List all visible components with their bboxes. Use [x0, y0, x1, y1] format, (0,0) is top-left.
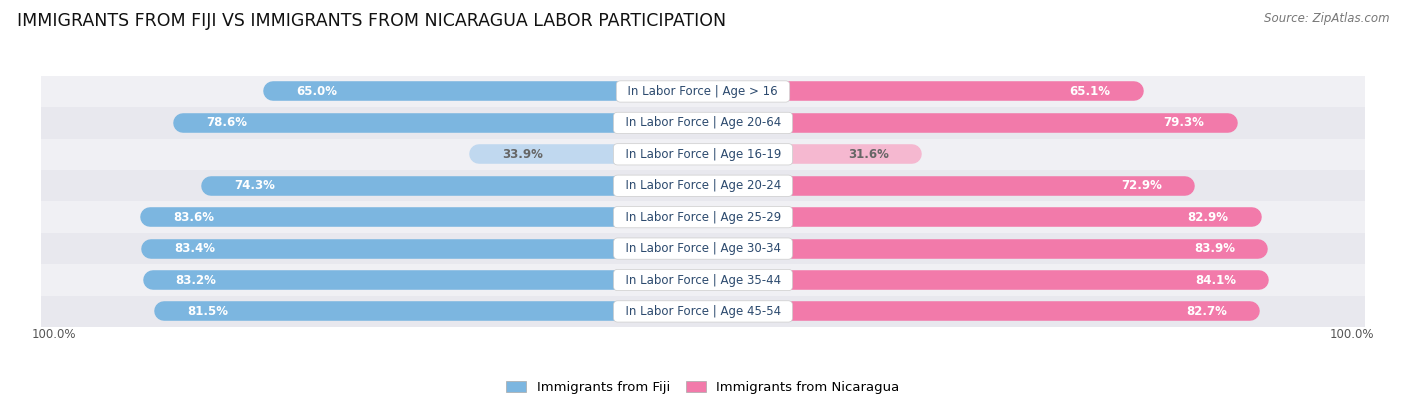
Text: 65.1%: 65.1%	[1070, 85, 1111, 98]
Text: In Labor Force | Age 20-64: In Labor Force | Age 20-64	[617, 117, 789, 130]
Text: 83.4%: 83.4%	[174, 242, 215, 255]
Bar	[41, 201, 1365, 233]
Text: In Labor Force | Age 35-44: In Labor Force | Age 35-44	[617, 273, 789, 286]
Text: 81.5%: 81.5%	[187, 305, 228, 318]
Text: 65.0%: 65.0%	[297, 85, 337, 98]
Text: 83.9%: 83.9%	[1194, 242, 1234, 255]
Text: In Labor Force | Age 45-54: In Labor Force | Age 45-54	[617, 305, 789, 318]
Text: In Labor Force | Age > 16: In Labor Force | Age > 16	[620, 85, 786, 98]
Text: 31.6%: 31.6%	[848, 148, 889, 161]
Bar	[41, 170, 1365, 201]
Bar	[41, 139, 1365, 170]
Bar	[41, 107, 1365, 139]
Text: In Labor Force | Age 20-24: In Labor Force | Age 20-24	[617, 179, 789, 192]
Text: 74.3%: 74.3%	[235, 179, 276, 192]
Text: IMMIGRANTS FROM FIJI VS IMMIGRANTS FROM NICARAGUA LABOR PARTICIPATION: IMMIGRANTS FROM FIJI VS IMMIGRANTS FROM …	[17, 12, 725, 30]
Bar	[41, 76, 1365, 107]
Text: Source: ZipAtlas.com: Source: ZipAtlas.com	[1264, 12, 1389, 25]
Text: 84.1%: 84.1%	[1195, 273, 1236, 286]
Text: 82.9%: 82.9%	[1187, 211, 1229, 224]
Legend: Immigrants from Fiji, Immigrants from Nicaragua: Immigrants from Fiji, Immigrants from Ni…	[506, 380, 900, 394]
Text: 83.6%: 83.6%	[173, 211, 214, 224]
Bar	[41, 264, 1365, 296]
Text: 100.0%: 100.0%	[1330, 329, 1375, 342]
Text: 72.9%: 72.9%	[1122, 179, 1163, 192]
Text: In Labor Force | Age 25-29: In Labor Force | Age 25-29	[617, 211, 789, 224]
Text: In Labor Force | Age 16-19: In Labor Force | Age 16-19	[617, 148, 789, 161]
Bar	[41, 233, 1365, 264]
Text: 83.2%: 83.2%	[176, 273, 217, 286]
Text: 100.0%: 100.0%	[31, 329, 76, 342]
Text: 79.3%: 79.3%	[1164, 117, 1205, 130]
Text: 78.6%: 78.6%	[207, 117, 247, 130]
Text: 82.7%: 82.7%	[1187, 305, 1227, 318]
Bar	[41, 296, 1365, 327]
Text: 33.9%: 33.9%	[502, 148, 543, 161]
Text: In Labor Force | Age 30-34: In Labor Force | Age 30-34	[617, 242, 789, 255]
